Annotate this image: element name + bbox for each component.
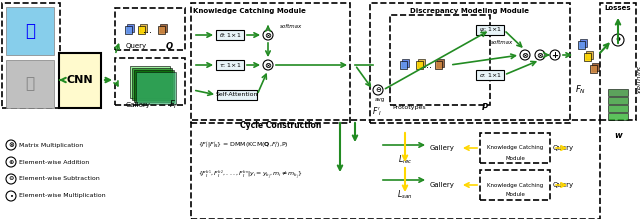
FancyBboxPatch shape xyxy=(590,65,597,73)
FancyBboxPatch shape xyxy=(6,7,54,55)
Text: softmax: softmax xyxy=(280,23,302,28)
FancyBboxPatch shape xyxy=(578,41,585,49)
Text: ...: ... xyxy=(143,25,152,35)
FancyBboxPatch shape xyxy=(136,72,176,104)
FancyBboxPatch shape xyxy=(608,89,628,96)
Text: $F'_I$: $F'_I$ xyxy=(372,106,382,118)
FancyBboxPatch shape xyxy=(418,59,425,67)
Text: ⊗: ⊗ xyxy=(522,51,529,60)
FancyBboxPatch shape xyxy=(437,59,444,67)
Text: 👤: 👤 xyxy=(26,76,35,92)
Text: Prototypes: Prototypes xyxy=(392,106,426,111)
FancyBboxPatch shape xyxy=(217,90,257,100)
Text: Knowledge Catching Module: Knowledge Catching Module xyxy=(193,8,306,14)
Text: $F_N$: $F_N$ xyxy=(575,84,586,96)
Text: •: • xyxy=(614,35,621,45)
FancyBboxPatch shape xyxy=(132,68,172,100)
FancyBboxPatch shape xyxy=(59,53,101,108)
Text: Knowledge Catching: Knowledge Catching xyxy=(487,145,543,150)
FancyBboxPatch shape xyxy=(608,113,628,120)
Text: ⊗: ⊗ xyxy=(8,142,14,148)
Text: +: + xyxy=(552,51,559,60)
Text: 👤: 👤 xyxy=(25,22,35,40)
Text: Element-wise Multiplication: Element-wise Multiplication xyxy=(19,194,106,198)
Text: ⊖: ⊖ xyxy=(375,87,381,93)
Text: Gallery: Gallery xyxy=(430,145,455,151)
Text: Element-wise Subtraction: Element-wise Subtraction xyxy=(19,177,100,182)
FancyBboxPatch shape xyxy=(608,105,628,112)
Text: Matrix Multiplication: Matrix Multiplication xyxy=(19,143,83,148)
FancyBboxPatch shape xyxy=(158,26,165,34)
FancyBboxPatch shape xyxy=(125,26,132,34)
Text: Gallery: Gallery xyxy=(126,102,151,108)
FancyBboxPatch shape xyxy=(216,30,244,40)
Text: Query: Query xyxy=(553,145,574,151)
Text: Knowledge Catching: Knowledge Catching xyxy=(487,182,543,187)
FancyBboxPatch shape xyxy=(160,24,167,32)
Text: ⊗: ⊗ xyxy=(536,51,543,60)
Text: ⊗: ⊗ xyxy=(264,30,271,39)
Text: $L_{san}$: $L_{san}$ xyxy=(397,189,413,201)
Text: ...: ... xyxy=(424,60,433,70)
Text: Cycle Construction: Cycle Construction xyxy=(240,120,321,129)
Text: Query: Query xyxy=(553,182,574,188)
FancyBboxPatch shape xyxy=(592,63,599,71)
FancyBboxPatch shape xyxy=(608,97,628,104)
Text: ⊖: ⊖ xyxy=(8,177,13,182)
FancyBboxPatch shape xyxy=(435,61,442,69)
FancyBboxPatch shape xyxy=(476,70,504,80)
Text: P: P xyxy=(482,104,488,113)
Text: $F_I$: $F_I$ xyxy=(168,99,177,111)
Text: Q: Q xyxy=(166,41,173,51)
FancyBboxPatch shape xyxy=(134,70,174,102)
Text: CNN: CNN xyxy=(67,75,93,85)
Text: Query: Query xyxy=(126,43,147,49)
FancyBboxPatch shape xyxy=(130,66,170,98)
Text: Element-wise Addition: Element-wise Addition xyxy=(19,159,89,164)
Text: $\{F^i_I|F^i_N\}$ = DMM(KCM($\mathbf{Q}$,$F^i_I$),P): $\{F^i_I|F^i_N\}$ = DMM(KCM($\mathbf{Q}$… xyxy=(198,140,289,150)
FancyBboxPatch shape xyxy=(216,60,244,70)
Text: Gallery: Gallery xyxy=(430,182,455,188)
Text: w: w xyxy=(614,131,622,140)
Text: $\sigma$: 1×1: $\sigma$: 1×1 xyxy=(479,71,501,79)
FancyBboxPatch shape xyxy=(140,24,147,32)
Text: Module: Module xyxy=(505,193,525,198)
Text: ⊗: ⊗ xyxy=(264,60,271,69)
Text: $\{F^{k_1}_I, F^{k_2}_I,...,F^{k_n}_I | y_i = y_{k_j}, m_i \neq m_{k_j}\}$: $\{F^{k_1}_I, F^{k_2}_I,...,F^{k_n}_I | … xyxy=(198,169,303,182)
FancyBboxPatch shape xyxy=(138,26,145,34)
FancyBboxPatch shape xyxy=(402,59,409,67)
FancyBboxPatch shape xyxy=(586,51,593,59)
Text: $\theta$: 1×1: $\theta$: 1×1 xyxy=(219,31,241,39)
Text: $L_{rec}$: $L_{rec}$ xyxy=(397,154,412,166)
FancyBboxPatch shape xyxy=(476,25,504,35)
Text: $\psi$: 1×1: $\psi$: 1×1 xyxy=(479,25,501,35)
Text: Losses: Losses xyxy=(605,5,631,11)
FancyBboxPatch shape xyxy=(584,53,591,61)
FancyBboxPatch shape xyxy=(127,24,134,32)
Text: ⊕: ⊕ xyxy=(8,159,13,164)
Text: softmax: softmax xyxy=(491,39,513,44)
Text: Self-Attention: Self-Attention xyxy=(216,92,259,97)
Text: avg: avg xyxy=(375,97,385,102)
FancyBboxPatch shape xyxy=(580,39,587,47)
FancyBboxPatch shape xyxy=(6,60,54,108)
Text: •: • xyxy=(9,194,13,198)
Text: Discrepancy Modeling Module: Discrepancy Modeling Module xyxy=(410,8,529,14)
Text: Module: Module xyxy=(505,155,525,161)
Text: $\tau$: 1×1: $\tau$: 1×1 xyxy=(219,61,241,69)
FancyBboxPatch shape xyxy=(416,61,423,69)
Text: softmax: softmax xyxy=(635,66,640,94)
FancyBboxPatch shape xyxy=(400,61,407,69)
